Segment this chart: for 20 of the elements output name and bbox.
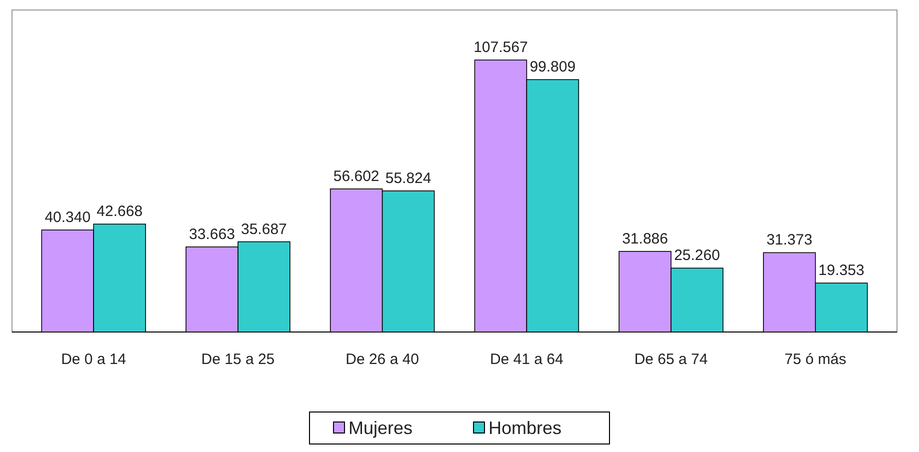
- data-label: 33.663: [189, 226, 235, 243]
- data-label: 42.668: [96, 203, 143, 220]
- legend-label: Hombres: [488, 418, 562, 438]
- data-label: 55.824: [385, 170, 432, 187]
- data-label: 31.373: [766, 232, 812, 249]
- x-tick-label: De 65 a 74: [634, 351, 708, 368]
- data-label: 31.886: [622, 230, 668, 248]
- legend-label: Mujeres: [348, 418, 413, 438]
- x-tick-label: De 0 a 14: [61, 351, 126, 368]
- data-label: 40.340: [44, 208, 91, 226]
- data-label: 25.260: [674, 247, 720, 264]
- data-label: 107.567: [474, 39, 528, 56]
- x-tick-label: 75 ó más: [784, 351, 846, 368]
- data-label: 35.687: [241, 220, 287, 238]
- data-label: 19.353: [818, 262, 864, 280]
- x-tick-label: De 15 a 25: [201, 351, 275, 368]
- x-tick-label: De 26 a 40: [346, 351, 420, 368]
- data-label: 56.602: [333, 168, 380, 185]
- x-tick-label: De 41 a 64: [490, 351, 564, 368]
- data-label: 99.809: [530, 58, 576, 76]
